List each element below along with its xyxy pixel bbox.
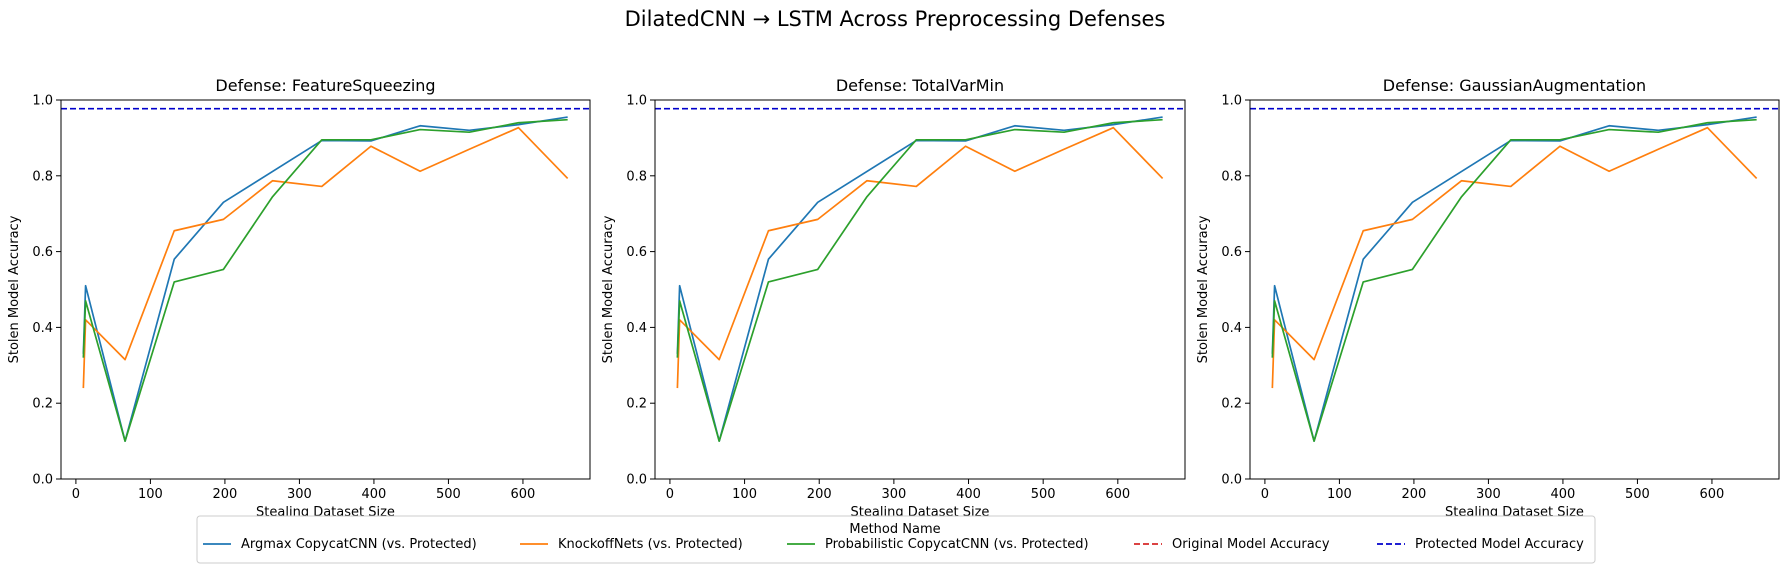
x-tick-label: 0 xyxy=(72,487,80,502)
y-tick-label: 0.2 xyxy=(32,397,53,412)
legend-label-3: Probabilistic CopycatCNN (vs. Protected) xyxy=(825,537,1089,552)
y-tick-label: 0.4 xyxy=(626,321,647,336)
axes-frame xyxy=(60,99,591,480)
y-tick-label: 0.6 xyxy=(626,245,647,260)
plot-area xyxy=(61,107,590,442)
chart-panels: Defense: FeatureSqueezing 0 100 200 300 400 50… xyxy=(7,76,1780,520)
panel-title: Defense: TotalVarMin xyxy=(836,76,1004,95)
y-tick-label: 1.0 xyxy=(626,94,647,109)
panel-title: Defense: FeatureSqueezing xyxy=(215,76,435,95)
x-tick-label: 300 xyxy=(881,487,906,502)
axes-frame xyxy=(1249,99,1780,480)
series-line-2 xyxy=(82,126,569,389)
figure-title: DilatedCNN → LSTM Across Preprocessing D… xyxy=(625,7,1166,31)
x-tick-label: 600 xyxy=(511,487,536,502)
series-line-3 xyxy=(1271,118,1757,442)
x-tick-label: 400 xyxy=(362,487,387,502)
x-tick-label: 400 xyxy=(1551,487,1576,502)
x-tick-label: 600 xyxy=(1700,487,1725,502)
legend-label-1: Argmax CopycatCNN (vs. Protected) xyxy=(241,537,477,552)
x-tick-label: 400 xyxy=(956,487,981,502)
chart-panel-3: Defense: GaussianAugmentation 0 100 200 300 4… xyxy=(1196,76,1780,520)
x-tick-label: 100 xyxy=(138,487,163,502)
y-tick-label: 0.8 xyxy=(32,169,53,184)
legend-title: Method Name xyxy=(849,522,940,537)
panel-title: Defense: GaussianAugmentation xyxy=(1383,76,1646,95)
x-tick-label: 100 xyxy=(1327,487,1352,502)
x-tick-label: 300 xyxy=(1476,487,1501,502)
x-tick-label: 100 xyxy=(732,487,757,502)
y-tick-label: 0.4 xyxy=(32,321,53,336)
series-line-2 xyxy=(1271,126,1758,389)
y-tick-label: 0.6 xyxy=(32,245,53,260)
x-tick-label: 0 xyxy=(666,487,674,502)
y-tick-label: 0.0 xyxy=(32,473,53,488)
legend-label-5: Protected Model Accuracy xyxy=(1415,537,1584,552)
x-tick-label: 0 xyxy=(1261,487,1269,502)
axes-frame xyxy=(654,99,1186,480)
y-tick-label: 0.4 xyxy=(1221,321,1242,336)
series-line-3 xyxy=(82,118,568,442)
chart-panel-2: Defense: TotalVarMin 0 100 200 300 400 500 600 0… xyxy=(601,76,1186,520)
y-tick-label: 1.0 xyxy=(1221,94,1242,109)
x-tick-label: 500 xyxy=(436,487,461,502)
y-tick-label: 0.2 xyxy=(1221,397,1242,412)
y-axis-label: Stolen Model Accuracy xyxy=(7,215,22,363)
y-axis-label: Stolen Model Accuracy xyxy=(1196,215,1211,363)
y-tick-label: 0.8 xyxy=(1221,169,1242,184)
legend-label-2: KnockoffNets (vs. Protected) xyxy=(558,537,743,552)
x-tick-label: 600 xyxy=(1105,487,1130,502)
series-line-2 xyxy=(676,126,1164,389)
x-tick-label: 500 xyxy=(1031,487,1056,502)
y-tick-label: 0.0 xyxy=(1221,473,1242,488)
legend-items: Argmax CopycatCNN (vs. Protected) Knockof… xyxy=(203,537,1584,552)
plot-area xyxy=(655,107,1185,442)
y-tick-label: 1.0 xyxy=(32,94,53,109)
chart-panel-1: Defense: FeatureSqueezing 0 100 200 300 400 50… xyxy=(7,76,591,520)
legend: Method Name Argmax CopycatCNN (vs. Prote… xyxy=(196,515,1596,564)
x-tick-label: 200 xyxy=(213,487,238,502)
series-line-3 xyxy=(676,118,1163,442)
y-axis-label: Stolen Model Accuracy xyxy=(601,215,616,363)
x-tick-label: 200 xyxy=(1402,487,1427,502)
legend-label-4: Original Model Accuracy xyxy=(1172,537,1330,552)
y-tick-label: 0.8 xyxy=(626,169,647,184)
x-tick-label: 200 xyxy=(807,487,832,502)
y-tick-label: 0.2 xyxy=(626,397,647,412)
y-tick-label: 0.6 xyxy=(1221,245,1242,260)
x-tick-label: 500 xyxy=(1625,487,1650,502)
plot-area xyxy=(1250,107,1779,442)
y-tick-label: 0.0 xyxy=(626,473,647,488)
legend-frame xyxy=(196,515,1596,564)
x-tick-label: 300 xyxy=(287,487,312,502)
